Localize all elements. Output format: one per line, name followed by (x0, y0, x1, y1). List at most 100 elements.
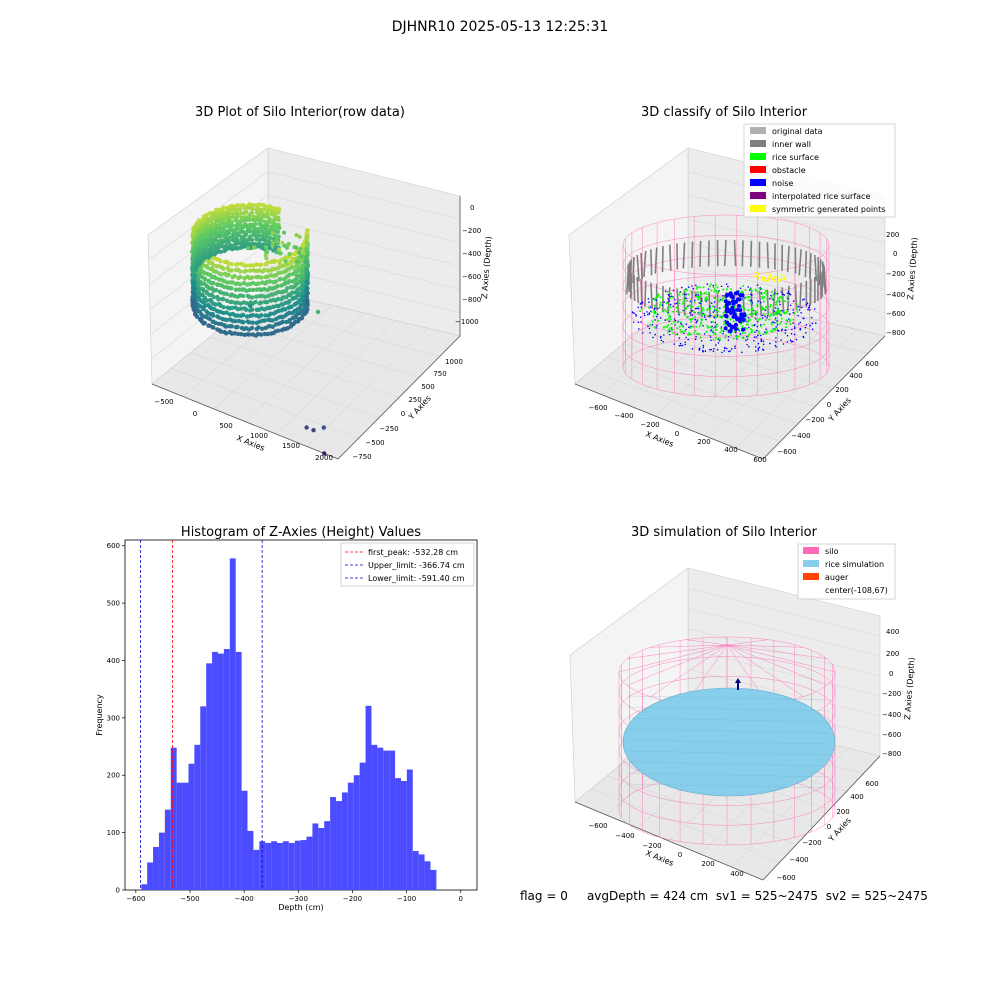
raw-point (263, 325, 268, 331)
noise-point (741, 351, 743, 354)
raw-point (254, 320, 259, 325)
legend-label: noise (772, 179, 793, 188)
rice-surface-point (698, 333, 701, 336)
hist-bar (324, 821, 331, 890)
rice-surface-point (713, 290, 716, 293)
noise-point (786, 334, 789, 337)
p4-z-tick: −400 (882, 711, 901, 719)
raw-point (222, 259, 228, 265)
rice-surface-point (694, 316, 697, 319)
p1-y-tick: 500 (421, 383, 434, 391)
inner-wall-point (699, 291, 703, 318)
rice-surface-point (719, 338, 722, 341)
raw-point (238, 222, 243, 227)
raw-point (236, 287, 242, 292)
symmetric-point (766, 272, 769, 275)
rice-surface-point (672, 332, 675, 335)
raw-point (208, 297, 213, 303)
noise-point (776, 323, 779, 326)
hist-bar (153, 846, 159, 890)
rice-surface-point (740, 290, 743, 293)
hist-bar (389, 750, 396, 890)
rice-surface-point (715, 290, 718, 293)
rice-surface-point (705, 331, 708, 333)
rice-surface-point (701, 306, 704, 309)
silo-dome-rib (685, 639, 728, 646)
rice-surface-point (689, 326, 692, 329)
rice-mesh-line (627, 783, 831, 789)
p1-y-tick: 1000 (445, 358, 463, 366)
symmetric-point (780, 277, 783, 280)
rice-surface-point (695, 287, 698, 290)
noise-point (792, 309, 794, 311)
noise-point (800, 312, 802, 314)
hist-bar (223, 649, 230, 890)
rice-surface-point (759, 325, 762, 328)
rice-surface-point (639, 310, 642, 313)
p4-zlabel: Z Axies (Depth) (903, 657, 916, 720)
rice-surface-point (752, 312, 754, 315)
noise-point (729, 311, 733, 315)
noise-point (773, 310, 775, 313)
noise-point (724, 346, 726, 349)
rice-surface-point (732, 337, 735, 340)
noise-point (805, 324, 808, 326)
rice-surface-point (681, 302, 684, 305)
legend-label: center(-108,67) (825, 586, 888, 595)
p1-y-tick: −250 (379, 425, 398, 433)
symmetric-point (769, 273, 772, 276)
raw-point (227, 317, 233, 322)
rice-surface-point (771, 290, 773, 293)
hist-bar (271, 841, 278, 890)
noise-point (678, 313, 680, 316)
raw-point (229, 219, 234, 225)
noise-point (799, 329, 801, 331)
raw-point (216, 277, 222, 282)
rice-surface-point (702, 308, 705, 311)
inner-wall-point (627, 263, 631, 290)
rice-surface-point (683, 289, 686, 292)
legend-swatch (750, 205, 766, 212)
rice-surface-point (751, 307, 754, 310)
raw-point (197, 317, 203, 322)
p4-y-tick: 400 (850, 793, 863, 801)
noise-point (702, 349, 704, 352)
noise-point (727, 285, 729, 288)
rice-surface-point (779, 312, 782, 315)
noise-point (788, 292, 791, 295)
p4-x-tick: −600 (588, 822, 607, 830)
rice-surface-point (748, 296, 751, 298)
rice-surface-point (751, 324, 754, 327)
noise-point (646, 311, 648, 313)
hist-bar (158, 832, 165, 890)
raw-point (268, 298, 273, 303)
rice-surface-point (756, 311, 759, 314)
rice-surface-point (715, 325, 718, 328)
hist-x-tick: −400 (235, 895, 254, 903)
rice-mesh-line (627, 750, 831, 756)
panel-raw-3d: 3D Plot of Silo Interior(row data) −500 … (147, 105, 493, 462)
rice-surface-point (724, 323, 727, 326)
raw-point (257, 293, 262, 299)
hist-bar (412, 850, 419, 890)
rice-surface-point (657, 294, 660, 297)
raw-point (233, 262, 239, 267)
rice-surface-point (716, 323, 719, 326)
noise-point (691, 348, 694, 350)
rice-surface-point (754, 316, 757, 319)
rice-surface-point (759, 317, 762, 320)
rice-surface-point (730, 333, 733, 336)
rice-surface-point (702, 286, 705, 289)
rice-surface-point (640, 307, 643, 310)
noise-point (808, 309, 811, 311)
raw-point (222, 329, 227, 335)
rice-surface-point (682, 324, 684, 327)
inner-wall-point (708, 291, 711, 318)
raw-point (221, 217, 226, 223)
rice-surface-point (758, 287, 761, 290)
hist-x-tick: −100 (397, 895, 416, 903)
noise-point (784, 329, 786, 331)
noise-point (693, 299, 696, 302)
noise-point (709, 349, 711, 351)
rice-surface-point (751, 329, 754, 332)
